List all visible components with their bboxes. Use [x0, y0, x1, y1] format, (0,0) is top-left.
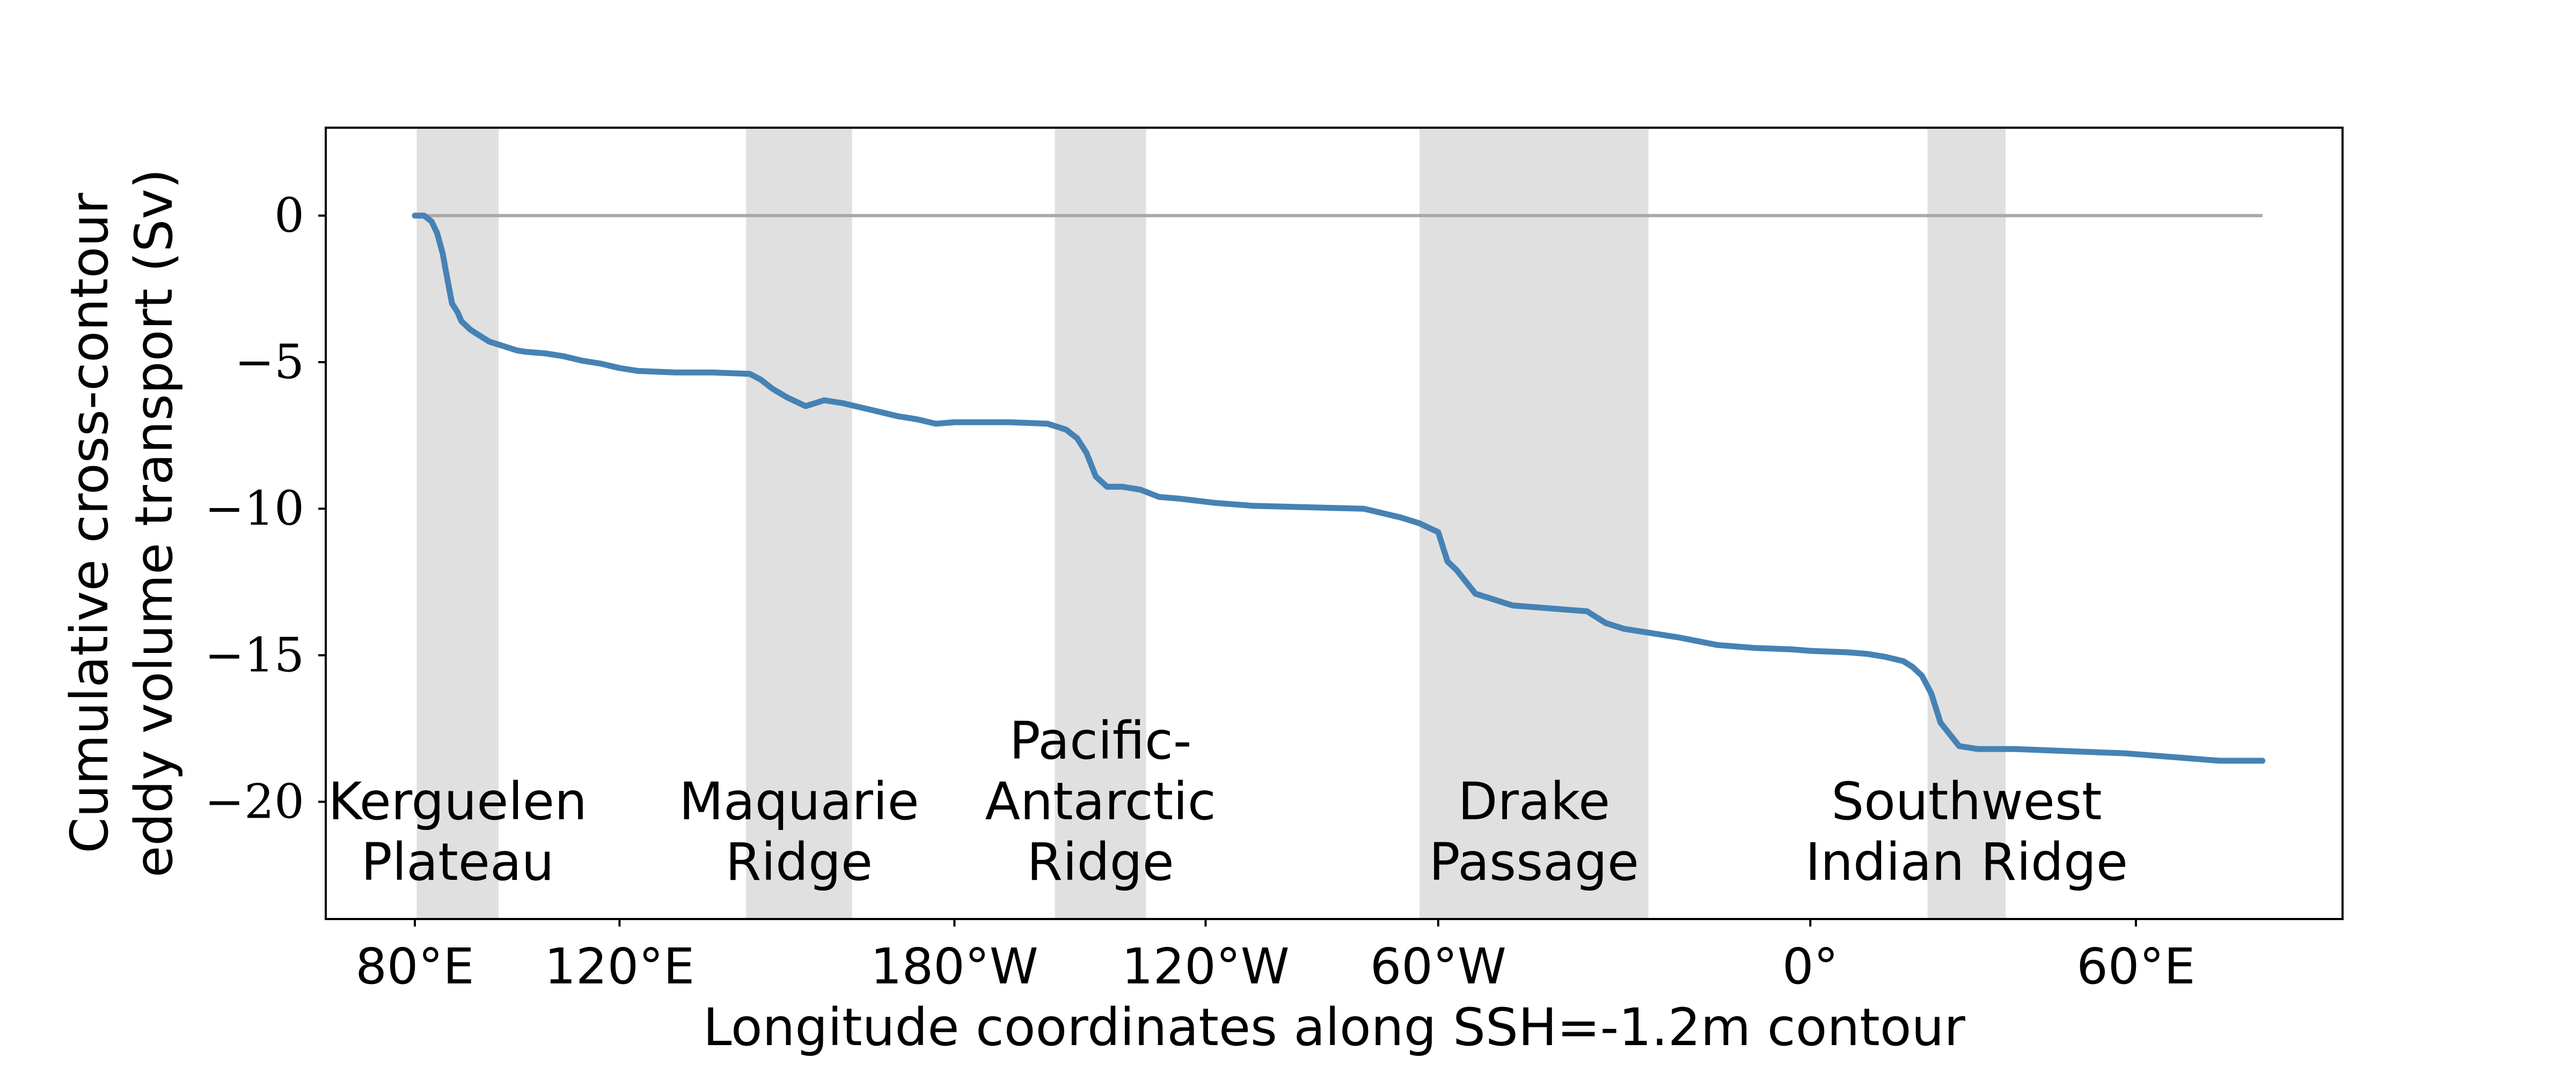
y-axis: 0 −5 −10 −15 −20 [204, 188, 326, 829]
region-labels: KerguelenPlateauMaquarieRidgePacific-Ant… [328, 711, 2128, 892]
x-tick-label-3: 180°W [870, 938, 1038, 995]
x-tick-label-7: 60°E [2076, 938, 2195, 995]
region-label-3-line-3: Ridge [1027, 832, 1174, 892]
region-label-2-line-2: Ridge [726, 832, 873, 892]
region-label-2-line-1: Maquarie [679, 771, 919, 832]
x-tick-label-4: 120°W [1122, 938, 1290, 995]
x-axis-label: Longitude coordinates along SSH=-1.2m co… [703, 997, 1965, 1057]
shaded-region-3 [1055, 128, 1146, 919]
x-tick-label-6: 0° [1782, 938, 1839, 995]
y-tick-label-2: −5 [235, 334, 304, 389]
y-axis-label: Cumulative cross-contour eddy volume tra… [60, 168, 184, 877]
region-label-1-line-2: Plateau [361, 832, 554, 892]
y-axis-label-line-2: eddy volume transport (Sv) [124, 168, 184, 877]
region-label-5-line-2: Indian Ridge [1805, 832, 2128, 892]
y-tick-label-4: −15 [204, 627, 304, 682]
region-label-4-line-2: Passage [1429, 832, 1639, 892]
series-layer [412, 212, 2266, 764]
shaded-region-2 [746, 128, 852, 919]
y-tick-label-3: −10 [204, 481, 304, 536]
x-tick-label-1: 80°E [355, 938, 474, 995]
x-tick-label-5: 60°W [1370, 938, 1506, 995]
region-label-4-line-1: Drake [1458, 771, 1610, 832]
shaded-region-4 [1419, 128, 1649, 919]
x-tick-label-2: 120°E [545, 938, 695, 995]
y-tick-label-5: −20 [204, 774, 304, 829]
shaded-region-1 [416, 128, 499, 919]
region-label-1-line-1: Kerguelen [328, 771, 587, 832]
y-tick-label-1: 0 [274, 188, 304, 243]
series-line-1 [412, 212, 2266, 764]
shaded-regions [416, 128, 2006, 919]
y-axis-label-line-1: Cumulative cross-contour [60, 193, 120, 854]
plot-frame [325, 127, 2344, 920]
shaded-region-5 [1927, 128, 2006, 919]
region-label-3-line-2: Antarctic [985, 771, 1216, 832]
x-axis: 80°E 120°E 180°W 120°W 60°W 0° 60°E [355, 919, 2196, 995]
region-label-3-line-1: Pacific- [1009, 711, 1192, 771]
region-label-5-line-1: Southwest [1831, 771, 2102, 832]
